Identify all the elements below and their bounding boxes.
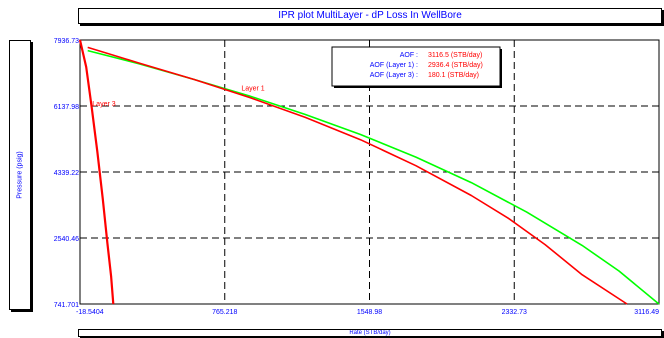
x-tick-label: 765.218 xyxy=(212,309,237,316)
series-line-2 xyxy=(87,46,628,305)
chart-title: IPR plot MultiLayer - dP Loss In WellBor… xyxy=(78,8,662,24)
curve-label: Layer 1 xyxy=(241,86,264,93)
aof-value: 3116.5 (STB/day) xyxy=(428,52,482,59)
x-tick-label: 1548.98 xyxy=(357,309,382,316)
x-tick-label: 3116.49 xyxy=(634,309,659,316)
y-tick-label: 4339.22 xyxy=(54,170,79,177)
curve-label: Layer 3 xyxy=(92,101,115,108)
aof-value: 180.1 (STB/day) xyxy=(428,72,479,79)
y-tick-label: 7936.73 xyxy=(54,38,79,45)
y-tick-label: 741.701 xyxy=(54,302,79,309)
aof-box xyxy=(331,46,501,87)
aof-label: AOF (Layer 3) : xyxy=(370,72,418,79)
x-tick-label: -18.5404 xyxy=(76,309,104,316)
x-axis-label: Rate (STB/day) xyxy=(78,329,662,337)
aof-label: AOF (Layer 1) : xyxy=(370,62,418,69)
y-tick-label: 2540.46 xyxy=(54,236,79,243)
aof-label: AOF : xyxy=(400,52,418,59)
x-tick-label: 2332.73 xyxy=(502,309,527,316)
y-tick-label: 6137.98 xyxy=(54,104,79,111)
aof-value: 2936.4 (STB/day) xyxy=(428,62,483,69)
series-line-3 xyxy=(78,39,115,305)
y-axis-label-box: Pressure (psig) xyxy=(9,40,31,310)
